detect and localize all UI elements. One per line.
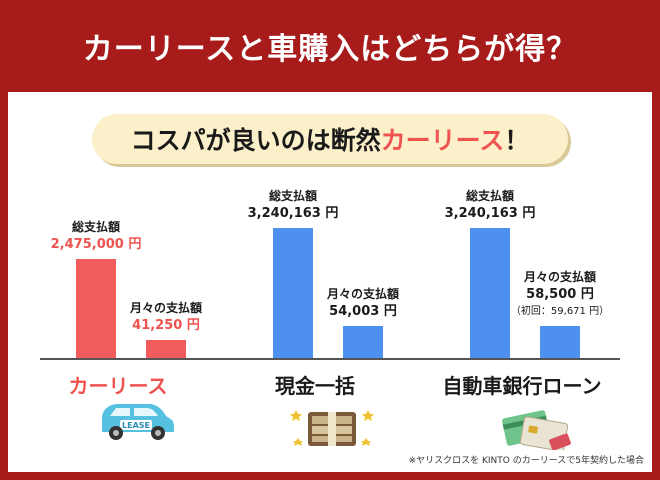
headline-text: コスパが良いのは断然	[130, 126, 381, 155]
bar-label-3-total: 総支払額 3,240,163 円	[445, 188, 536, 222]
bar-category-label: 総支払額	[71, 220, 121, 234]
bar-value-label: 3,240,163 円	[444, 206, 536, 221]
content-panel: コスパが良いのは断然 カーリース！ LEASE	[8, 92, 652, 472]
page-title: カーリースと車購入はどちらが得？	[82, 32, 578, 67]
bar-label-2-total: 総支払額 3,240,163 円	[248, 188, 339, 222]
headline-accent: カーリース	[380, 126, 505, 155]
bar-value-label: 41,250 円	[132, 318, 200, 333]
bar-label-1-monthly: 月々の支払額 41,250 円	[130, 300, 202, 334]
lease-car-icon: LEASE	[102, 404, 174, 440]
bar-value-label: 58,500 円	[526, 287, 594, 302]
headline-banner: コスパが良いのは断然 カーリース！	[92, 114, 568, 164]
header: カーリースと車購入はどちらが得？	[0, 0, 660, 92]
chart-baseline	[40, 358, 620, 360]
bar-2-total	[273, 228, 313, 358]
bar-category-label: 月々の支払額	[523, 270, 597, 284]
bar-category-label: 月々の支払額	[129, 301, 203, 315]
cash-bundle-icon	[290, 410, 374, 446]
bar-label-3-monthly: 月々の支払額 58,500 円 （初回：59,671 円）	[511, 269, 609, 320]
bar-1-monthly	[146, 340, 186, 358]
bar-category-label: 月々の支払額	[326, 287, 400, 301]
credit-card-icon	[502, 410, 571, 450]
bar-category-label: 総支払額	[268, 189, 318, 203]
bar-value-label: 54,003 円	[329, 304, 397, 319]
bar-3-total	[470, 228, 510, 358]
bar-value-label: 2,475,000 円	[50, 237, 142, 252]
lease-badge-text: LEASE	[122, 421, 150, 430]
bar-3-monthly	[540, 326, 580, 358]
bar-label-1-total: 総支払額 2,475,000 円	[51, 219, 142, 253]
headline-exclamation: ！	[504, 126, 530, 155]
group-label-3: 自動車銀行ローン	[442, 374, 602, 398]
bar-1-total	[76, 259, 116, 358]
bar-value-label: 3,240,163 円	[247, 206, 339, 221]
bar-2-monthly	[343, 326, 383, 358]
bar-category-label: 総支払額	[465, 189, 515, 203]
footnote: ※ヤリスクロスを KINTO のカーリースで5年契約した場合	[408, 456, 644, 466]
bar-label-2-monthly: 月々の支払額 54,003 円	[327, 286, 399, 320]
group-label-1: カーリース	[68, 374, 168, 398]
bar-note-label: （初回：59,671 円）	[510, 306, 610, 317]
group-label-2: 現金一括	[275, 374, 355, 398]
